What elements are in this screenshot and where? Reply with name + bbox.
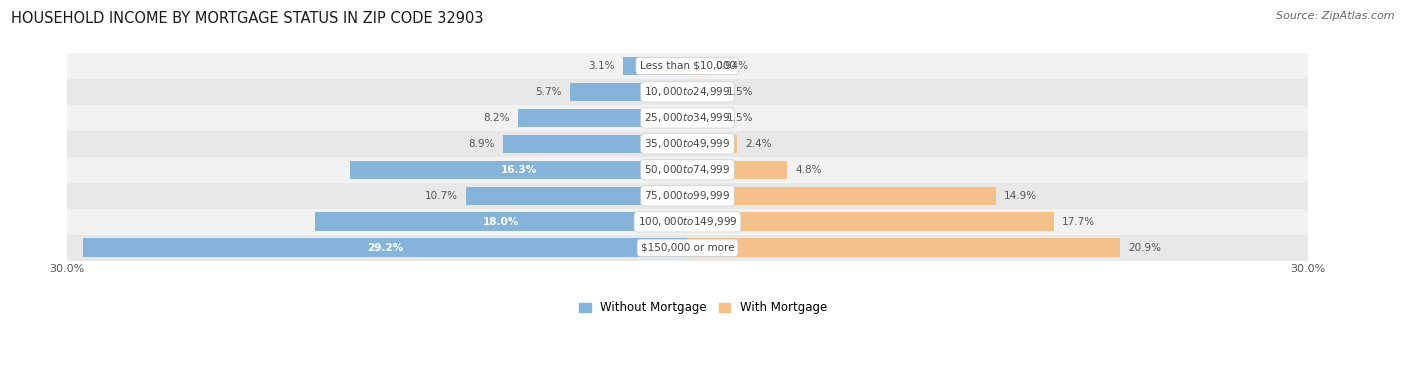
Text: 5.7%: 5.7% — [534, 87, 561, 97]
Bar — [465, 186, 688, 205]
Bar — [66, 79, 1308, 105]
Text: 18.0%: 18.0% — [484, 217, 519, 227]
Bar — [688, 108, 718, 127]
Text: 14.9%: 14.9% — [1004, 191, 1038, 201]
Text: 1.5%: 1.5% — [727, 113, 754, 123]
Text: $10,000 to $24,999: $10,000 to $24,999 — [644, 85, 731, 98]
Text: 4.8%: 4.8% — [794, 165, 821, 175]
Bar — [569, 82, 688, 101]
Text: Less than $10,000: Less than $10,000 — [640, 61, 735, 71]
Bar — [66, 53, 1308, 79]
Bar — [688, 239, 1121, 257]
Bar — [66, 157, 1308, 183]
Text: $100,000 to $149,999: $100,000 to $149,999 — [638, 215, 737, 228]
Bar — [66, 183, 1308, 209]
Text: 17.7%: 17.7% — [1062, 217, 1095, 227]
Text: HOUSEHOLD INCOME BY MORTGAGE STATUS IN ZIP CODE 32903: HOUSEHOLD INCOME BY MORTGAGE STATUS IN Z… — [11, 11, 484, 26]
Bar — [688, 57, 707, 75]
Text: 8.2%: 8.2% — [484, 113, 509, 123]
Bar — [66, 131, 1308, 157]
Text: 30.0%: 30.0% — [49, 264, 84, 274]
Bar — [315, 212, 688, 231]
Bar — [688, 135, 737, 153]
Bar — [688, 212, 1053, 231]
Bar — [688, 161, 787, 179]
Bar — [623, 57, 688, 75]
Bar — [66, 105, 1308, 131]
Text: $50,000 to $74,999: $50,000 to $74,999 — [644, 163, 731, 177]
Bar — [83, 239, 688, 257]
Text: 20.9%: 20.9% — [1128, 243, 1161, 253]
Text: 0.94%: 0.94% — [716, 61, 748, 71]
Bar — [688, 82, 718, 101]
Text: $35,000 to $49,999: $35,000 to $49,999 — [644, 137, 731, 150]
Bar — [688, 186, 995, 205]
Bar — [517, 108, 688, 127]
Text: Source: ZipAtlas.com: Source: ZipAtlas.com — [1277, 11, 1395, 21]
Legend: Without Mortgage, With Mortgage: Without Mortgage, With Mortgage — [574, 297, 832, 319]
Text: 8.9%: 8.9% — [468, 139, 495, 149]
Bar — [66, 209, 1308, 235]
Bar — [350, 161, 688, 179]
Text: 30.0%: 30.0% — [1291, 264, 1326, 274]
Text: 29.2%: 29.2% — [367, 243, 404, 253]
Text: $25,000 to $34,999: $25,000 to $34,999 — [644, 112, 731, 124]
Text: $75,000 to $99,999: $75,000 to $99,999 — [644, 189, 731, 202]
Text: 3.1%: 3.1% — [589, 61, 614, 71]
Text: $150,000 or more: $150,000 or more — [641, 243, 734, 253]
Text: 2.4%: 2.4% — [745, 139, 772, 149]
Text: 1.5%: 1.5% — [727, 87, 754, 97]
Bar — [503, 135, 688, 153]
Bar — [66, 235, 1308, 261]
Text: 10.7%: 10.7% — [425, 191, 458, 201]
Text: 16.3%: 16.3% — [501, 165, 537, 175]
